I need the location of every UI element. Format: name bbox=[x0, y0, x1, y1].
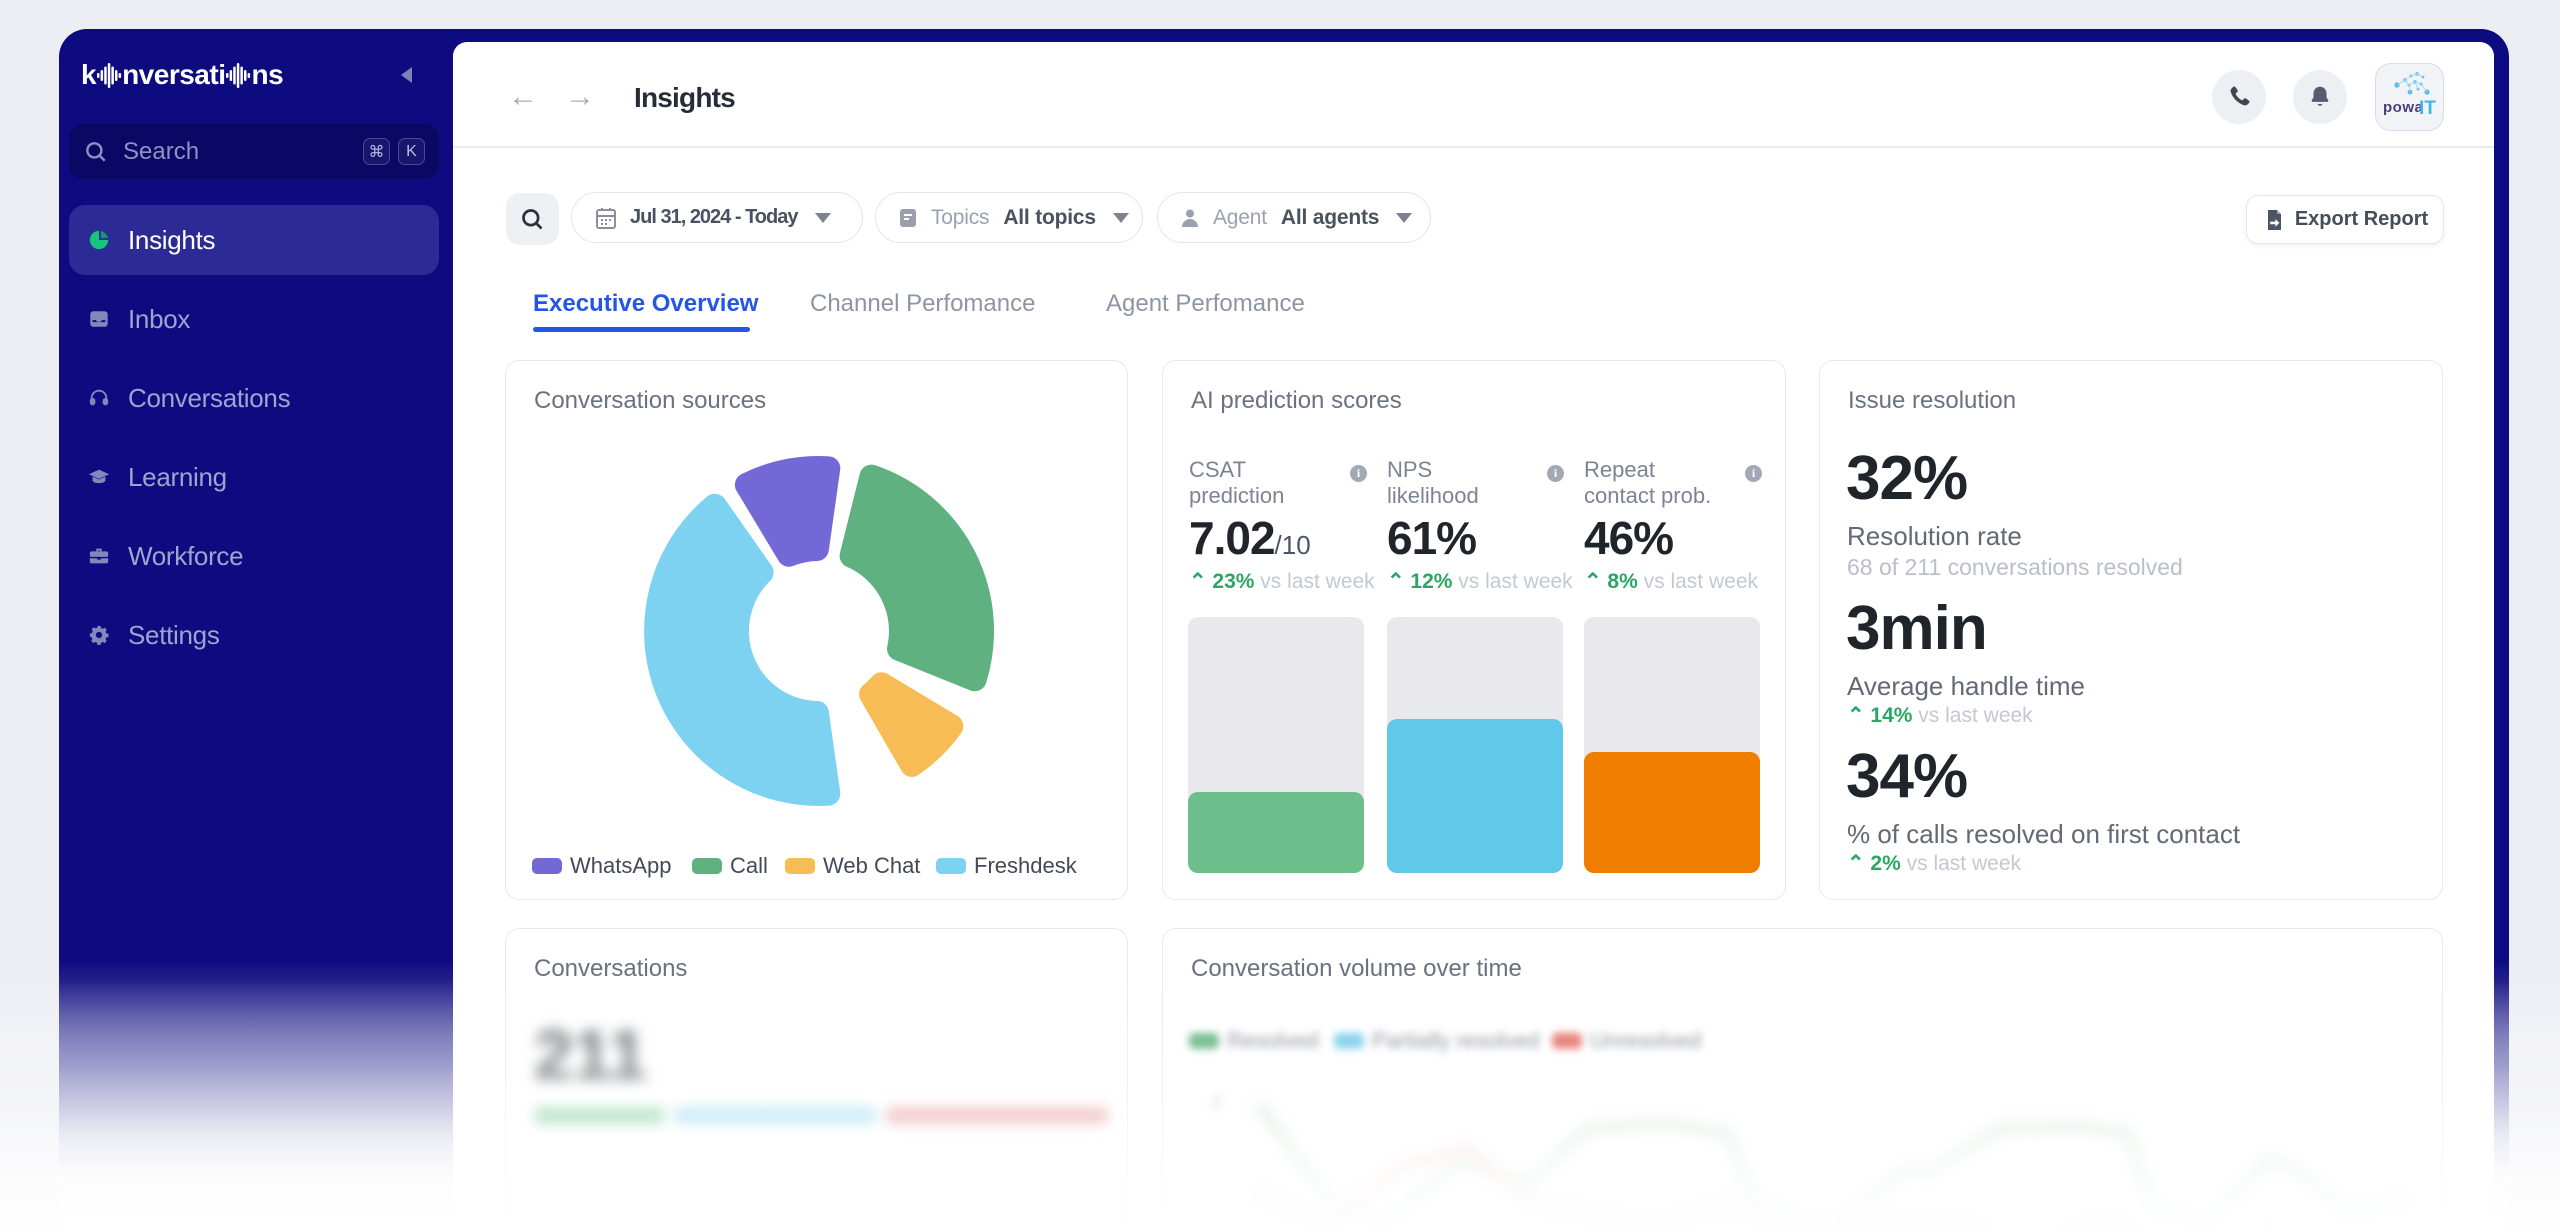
svg-text:powa: powa bbox=[2383, 99, 2423, 116]
svg-text:IT: IT bbox=[2419, 98, 2436, 119]
